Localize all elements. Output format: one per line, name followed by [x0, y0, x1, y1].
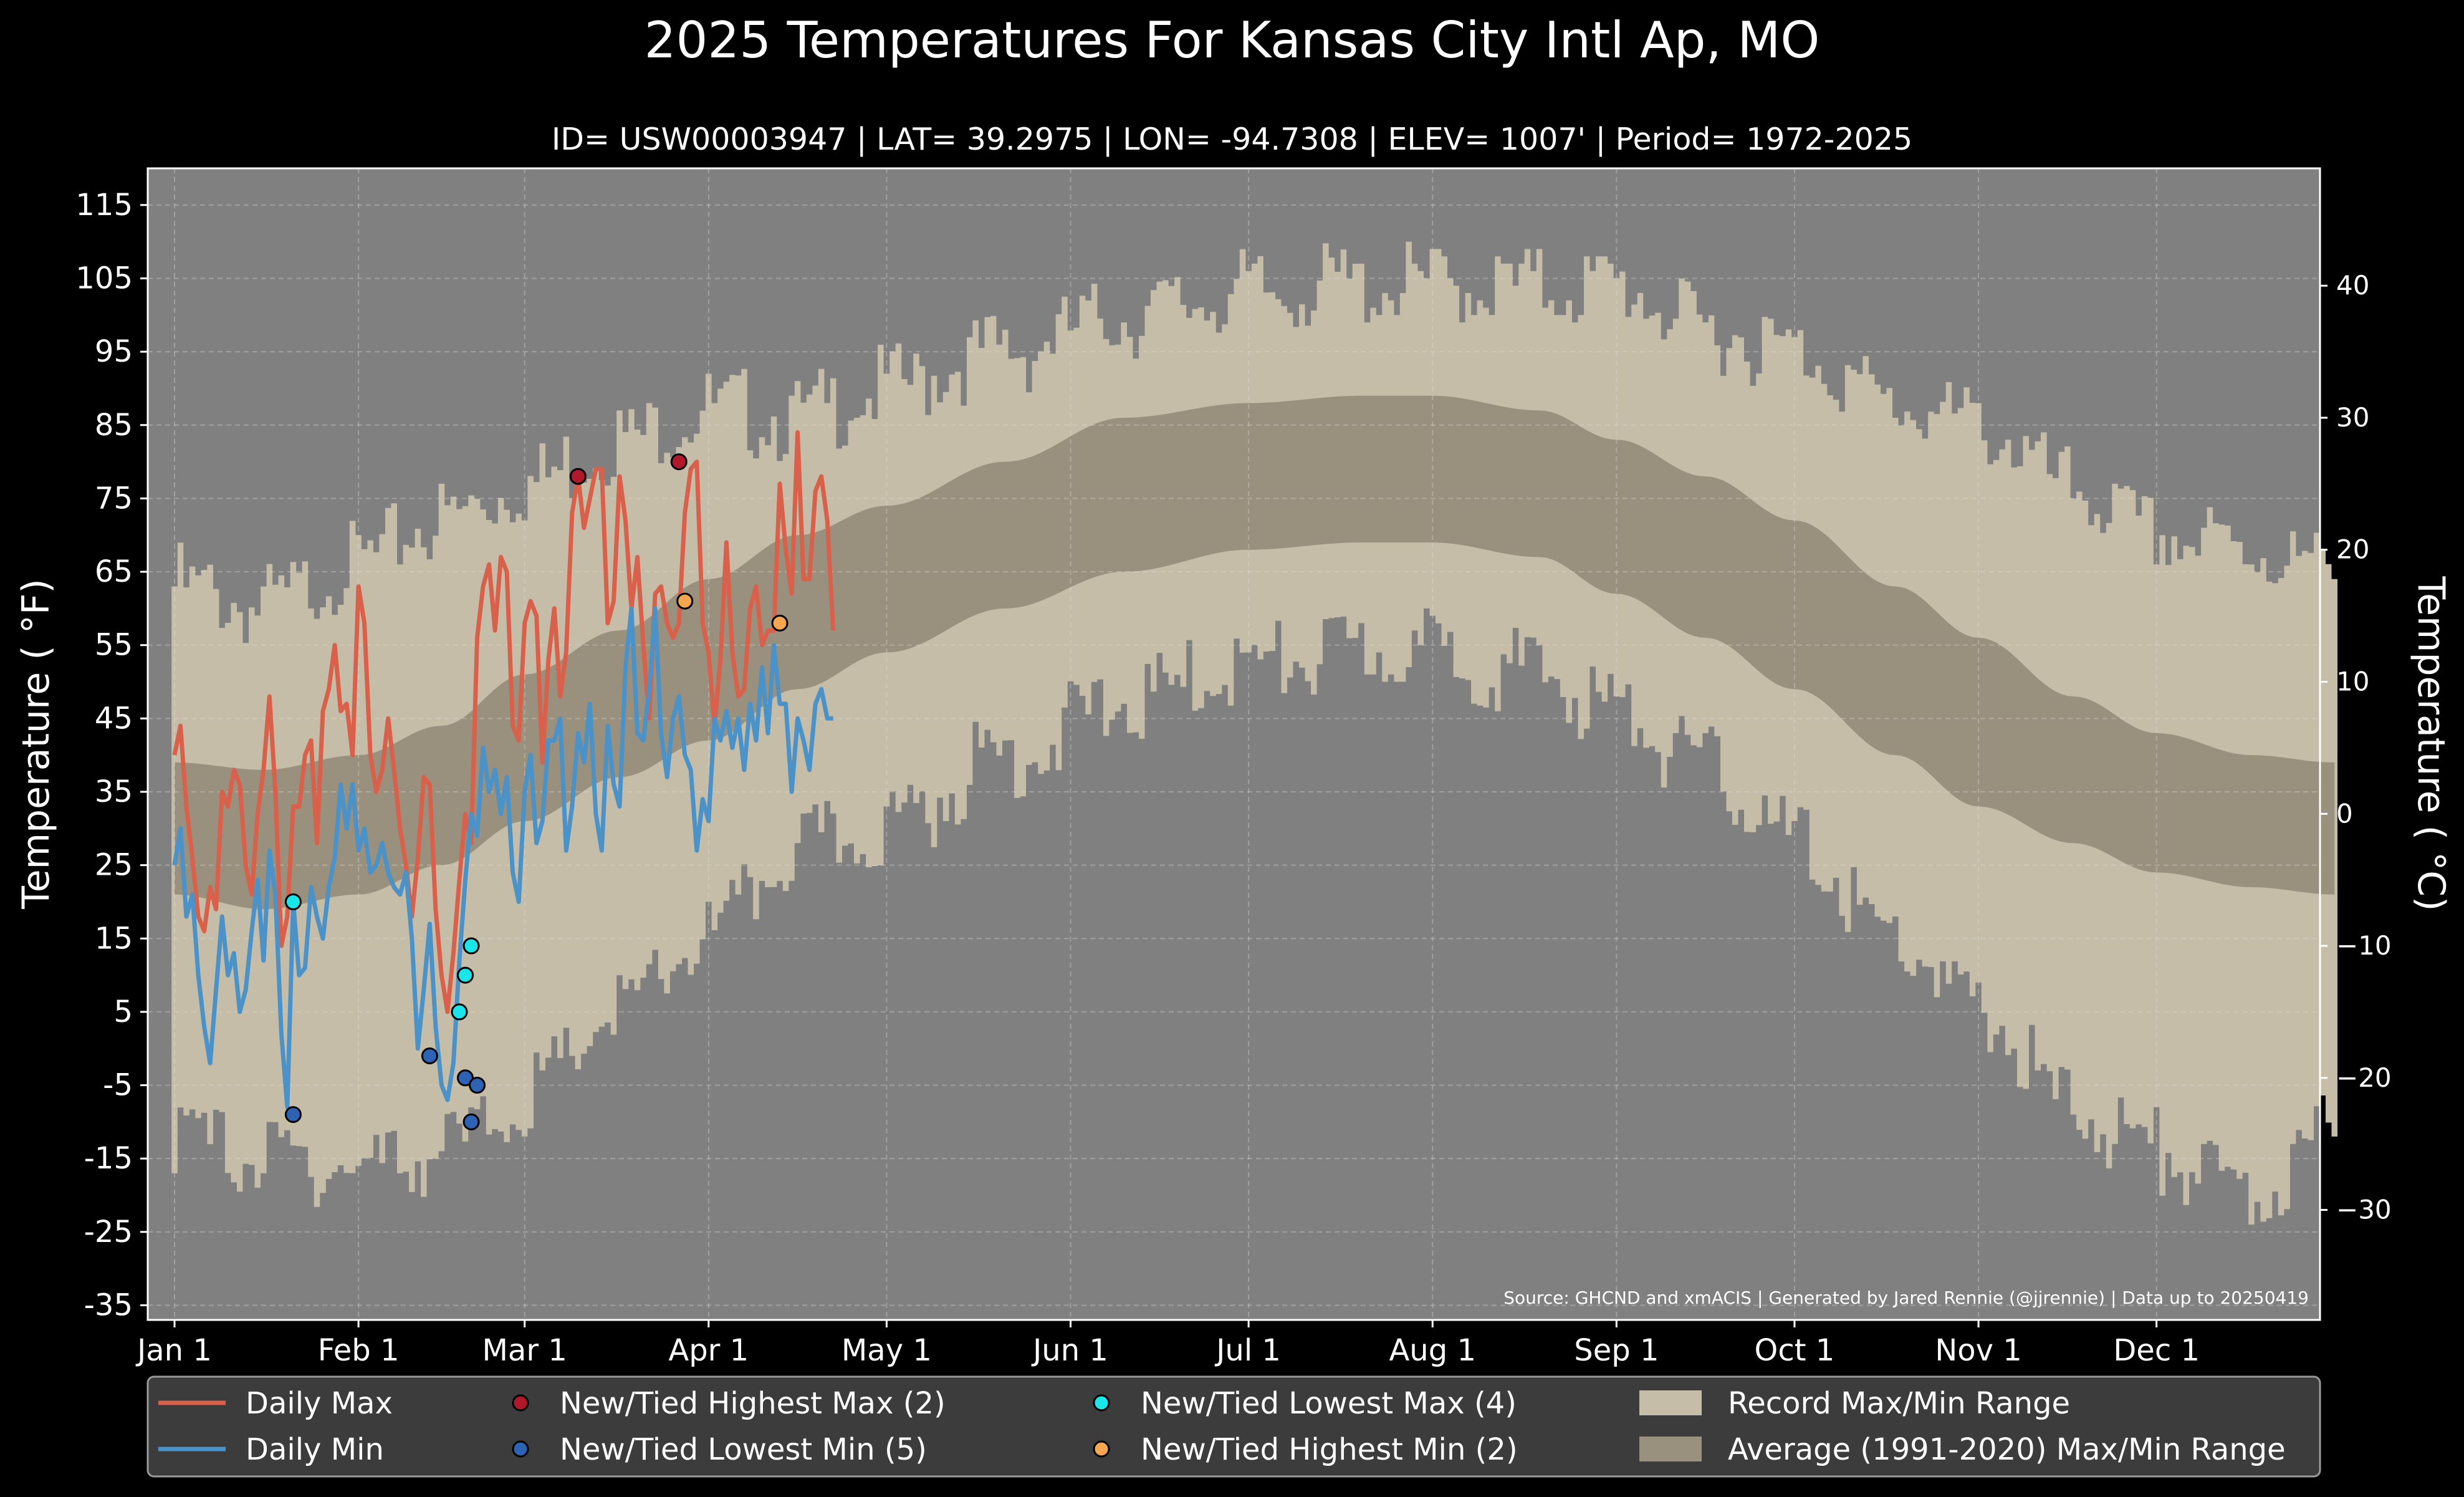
record-marker — [463, 937, 480, 955]
y-tick-label-c: 0 — [2336, 798, 2353, 829]
legend-label-new-tied-lowest-min-5: New/Tied Lowest Min (5) — [560, 1432, 927, 1467]
record-marker — [676, 592, 694, 610]
legend-label-new-tied-lowest-max-4: New/Tied Lowest Max (4) — [1141, 1386, 1517, 1421]
record-marker — [469, 1077, 486, 1094]
y-tick-label-f: -25 — [84, 1215, 133, 1249]
x-tick-label: Nov 1 — [1935, 1333, 2021, 1368]
x-tick-label: Jul 1 — [1214, 1333, 1281, 1368]
y-tick-label-c: 30 — [2336, 402, 2369, 433]
y-tick-label-f: 15 — [95, 921, 133, 956]
normal-range-band — [175, 395, 2335, 910]
legend-swatch-average-1991-2020-max-min-range — [1639, 1437, 1702, 1461]
y-tick-label-f: 35 — [95, 774, 133, 809]
y-tick-label-c: −20 — [2336, 1062, 2392, 1093]
y-tick-label-f: -35 — [84, 1288, 133, 1322]
daily-min-line — [172, 606, 833, 1110]
record-marker — [456, 1069, 474, 1087]
x-tick-label: Jan 1 — [135, 1333, 212, 1368]
y-tick-label-f: 95 — [95, 334, 133, 369]
record-marker — [569, 468, 587, 485]
y-tick-label-f: 115 — [75, 188, 133, 223]
y-tick-label-f: 45 — [95, 701, 133, 736]
y-tick-label-f: 55 — [95, 628, 133, 663]
legend — [146, 1375, 2321, 1478]
y-tick-label-c: −10 — [2336, 930, 2392, 961]
record-marker — [771, 614, 789, 632]
record-marker — [451, 1003, 468, 1021]
legend-swatch-new-tied-highest-min-2 — [1093, 1440, 1110, 1458]
x-tick-label: Feb 1 — [318, 1333, 400, 1368]
legend-swatch-record-max-min-range — [1639, 1390, 1702, 1415]
chart-title: 2025 Temperatures For Kansas City Intl A… — [644, 11, 1820, 69]
plot-frame — [146, 167, 2321, 1321]
record-marker — [463, 1113, 480, 1130]
y-tick-label-c: −30 — [2336, 1195, 2392, 1225]
record-marker — [670, 453, 688, 471]
y-tick-label-f: 105 — [75, 261, 133, 296]
legend-label-new-tied-highest-min-2: New/Tied Highest Min (2) — [1141, 1432, 1518, 1467]
y-tick-label-f: 75 — [95, 481, 133, 516]
legend-swatch-new-tied-lowest-min-5 — [512, 1440, 529, 1458]
source-note: Source: GHCND and xmACIS | Generated by … — [1503, 1288, 2309, 1308]
legend-label-daily-min: Daily Min — [246, 1432, 384, 1467]
record-range-band — [171, 241, 2338, 1225]
x-tick-label: Jun 1 — [1031, 1333, 1108, 1368]
y-axis-label-left: Temperature ( °F) — [14, 579, 58, 910]
y-tick-label-f: -5 — [103, 1068, 133, 1103]
record-marker — [421, 1047, 438, 1064]
x-tick-label: Mar 1 — [482, 1333, 567, 1368]
x-tick-label: Oct 1 — [1755, 1333, 1835, 1368]
y-tick-label-c: 10 — [2336, 667, 2369, 697]
y-tick-label-f: 5 — [113, 994, 133, 1029]
y-tick-label-c: 20 — [2336, 534, 2369, 565]
x-tick-label: Aug 1 — [1389, 1333, 1476, 1368]
record-marker — [284, 1106, 302, 1124]
y-tick-label-f: -15 — [84, 1141, 133, 1176]
daily-max-line — [172, 430, 836, 1014]
legend-label-daily-max: Daily Max — [246, 1386, 393, 1421]
y-tick-label-f: 65 — [95, 554, 133, 589]
legend-label-record-max-min-range: Record Max/Min Range — [1728, 1386, 2070, 1421]
legend-swatch-new-tied-lowest-max-4 — [1093, 1394, 1110, 1412]
record-marker — [284, 893, 302, 910]
record-marker — [456, 966, 474, 984]
x-tick-label: Dec 1 — [2113, 1333, 2200, 1368]
legend-label-new-tied-highest-max-2: New/Tied Highest Max (2) — [560, 1386, 946, 1421]
x-tick-label: May 1 — [841, 1333, 932, 1368]
legend-label-average-1991-2020-max-min-range: Average (1991-2020) Max/Min Range — [1728, 1432, 2286, 1467]
x-tick-label: Sep 1 — [1574, 1333, 1659, 1368]
chart-subtitle: ID= USW00003947 | LAT= 39.2975 | LON= -9… — [551, 122, 1913, 157]
x-tick-label: Apr 1 — [668, 1333, 749, 1368]
y-tick-label-f: 85 — [95, 408, 133, 443]
y-axis-label-right: Temperature ( °C) — [2409, 576, 2453, 912]
legend-swatch-new-tied-highest-max-2 — [512, 1394, 529, 1412]
y-tick-label-c: 40 — [2336, 270, 2369, 301]
y-tick-label-f: 25 — [95, 848, 133, 883]
